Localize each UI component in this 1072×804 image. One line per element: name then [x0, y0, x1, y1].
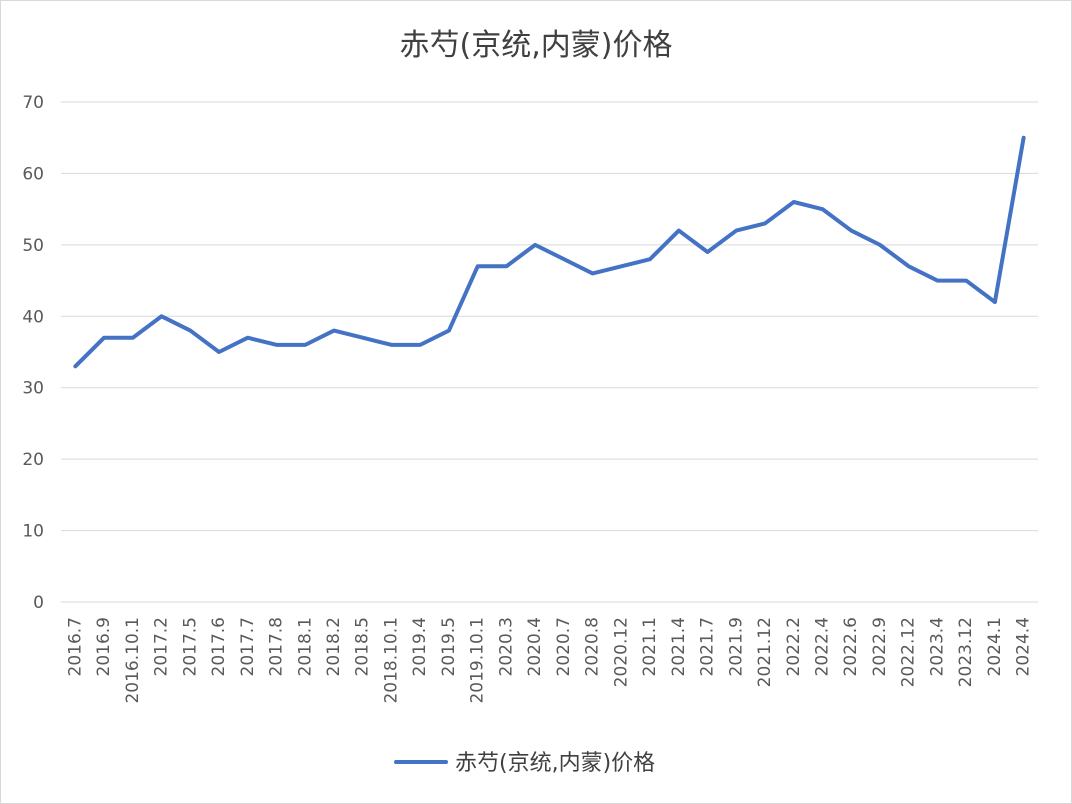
- x-axis-tick-label: 2019.5: [439, 617, 459, 676]
- x-axis-tick-label: 2022.6: [841, 617, 861, 676]
- x-axis-tick-label: 2020.8: [583, 617, 603, 676]
- x-axis-tick-label: 2017.8: [267, 617, 287, 676]
- x-axis-tick-label: 2021.1: [640, 617, 660, 676]
- y-axis-tick-label: 20: [22, 450, 44, 470]
- x-axis-tick-label: 2018.1: [295, 617, 315, 676]
- x-axis-tick-labels: 2016.7 2016.9 2016.10.1 2017.2 2017.5 2017.6 2…: [65, 617, 1033, 704]
- y-axis-tick-label: 0: [33, 593, 44, 613]
- y-axis-tick-label: 30: [22, 379, 44, 399]
- x-axis-tick-label: 2017.2: [152, 617, 172, 676]
- x-axis-tick-label: 2019.4: [410, 617, 430, 676]
- y-axis-tick-label: 70: [22, 93, 44, 113]
- x-axis-tick-label: 2020.7: [554, 617, 574, 676]
- x-axis-tick-label: 2024.1: [985, 617, 1005, 676]
- x-axis-tick-label: 2022.2: [784, 617, 804, 676]
- x-axis-tick-label: 2019.10.1: [468, 617, 488, 704]
- x-axis-tick-label: 2020.4: [525, 617, 545, 676]
- x-axis-tick-label: 2022.12: [899, 617, 919, 687]
- x-axis-tick-label: 2017.5: [180, 617, 200, 676]
- x-axis-tick-label: 2016.10.1: [123, 617, 143, 704]
- x-axis-tick-label: 2024.4: [1014, 617, 1034, 676]
- x-axis-tick-label: 2021.12: [755, 617, 775, 687]
- x-axis-tick-label: 2021.9: [726, 617, 746, 676]
- grid-lines: [61, 101, 1038, 603]
- x-axis-tick-label: 2023.12: [956, 617, 976, 687]
- x-axis-tick-label: 2020.12: [611, 617, 631, 687]
- x-axis-tick-label: 2016.9: [94, 617, 114, 676]
- x-axis-tick-label: 2017.7: [238, 617, 258, 676]
- x-axis-tick-label: 2021.7: [698, 617, 718, 676]
- x-axis-tick-label: 2023.4: [927, 617, 947, 676]
- y-axis-tick-labels: 0 10 20 30 40 50 60 70: [22, 93, 44, 613]
- x-axis-tick-label: 2018.2: [324, 617, 344, 676]
- series-line: [73, 135, 1026, 369]
- y-axis-tick-label: 50: [22, 236, 44, 256]
- y-axis-tick-label: 40: [22, 307, 44, 327]
- x-axis-tick-label: 2021.4: [669, 617, 689, 676]
- series-group: [73, 135, 1026, 369]
- x-axis-tick-label: 2017.6: [209, 617, 229, 676]
- x-axis-tick-label: 2022.4: [812, 617, 832, 676]
- y-axis-tick-label: 10: [22, 522, 44, 542]
- legend: 赤芍(京统,内蒙)价格: [394, 751, 655, 776]
- chart-title: 赤芍(京统,内蒙)价格: [400, 28, 673, 63]
- x-axis-tick-label: 2022.9: [870, 617, 890, 676]
- legend-label: 赤芍(京统,内蒙)价格: [455, 751, 655, 776]
- x-axis-tick-label: 2020.3: [496, 617, 516, 676]
- x-axis-tick-label: 2018.10.1: [381, 617, 401, 704]
- y-axis-tick-label: 60: [22, 164, 44, 184]
- x-axis-tick-label: 2018.5: [353, 617, 373, 676]
- x-axis-tick-label: 2016.7: [65, 617, 85, 676]
